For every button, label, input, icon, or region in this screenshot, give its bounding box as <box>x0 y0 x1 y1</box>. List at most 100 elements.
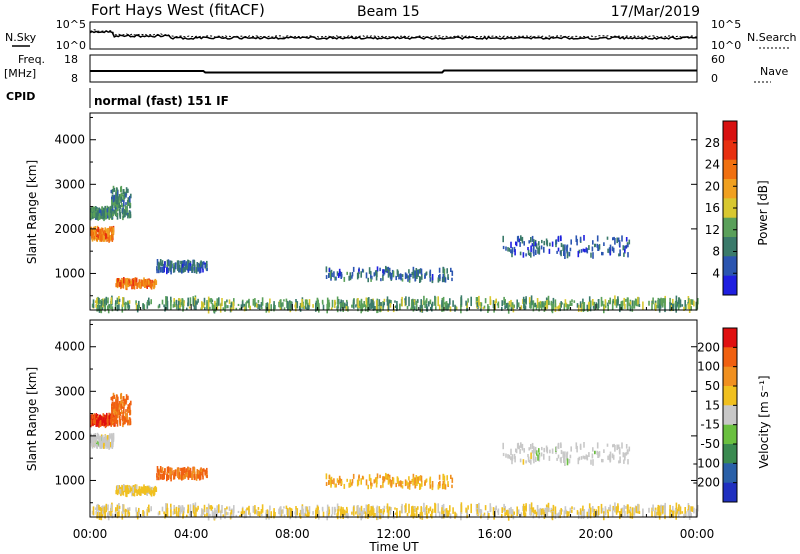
power-cell <box>136 282 139 287</box>
velocity-cell <box>101 514 104 517</box>
power-colorbar-label: Power [dB] <box>756 180 770 245</box>
power-cell <box>93 237 96 241</box>
velocity-cell <box>115 507 117 512</box>
power-cell <box>398 274 400 280</box>
velocity-cell <box>535 450 538 456</box>
power-cell <box>170 267 172 275</box>
power-cell <box>95 230 97 236</box>
power-cell <box>380 304 382 309</box>
power-cell <box>430 306 432 310</box>
power-cell <box>121 203 123 208</box>
nsearch-trace <box>89 29 698 38</box>
power-cell <box>642 301 644 311</box>
power-cell <box>348 275 350 281</box>
velocity-cell <box>604 512 607 515</box>
velocity-cell <box>425 505 428 511</box>
velocity-cell <box>627 459 629 465</box>
velocity-cell <box>594 450 596 455</box>
power-cell <box>102 298 104 309</box>
velocity-cell <box>405 503 407 513</box>
power-cell <box>146 281 148 286</box>
power-cell <box>417 269 419 276</box>
velocity-cell <box>355 511 357 515</box>
power-cell <box>497 301 500 309</box>
velocity-cell <box>116 398 118 406</box>
power-cell <box>609 297 611 304</box>
velocity-cell <box>642 508 644 518</box>
power-cell <box>670 302 673 305</box>
power-cell <box>117 299 119 302</box>
velocity-cell <box>93 438 96 442</box>
power-cell <box>659 298 661 308</box>
velocity-cell <box>441 509 443 519</box>
velocity-cell <box>518 445 520 450</box>
power-cell <box>385 265 387 273</box>
power-cell <box>443 268 446 276</box>
power-cell <box>179 267 181 273</box>
power-cell <box>604 299 607 309</box>
velocity-cell <box>446 475 448 481</box>
power-cell <box>368 303 371 311</box>
velocity-cell <box>399 510 401 517</box>
velocity-cell <box>139 489 141 496</box>
velocity-cell <box>113 394 116 399</box>
velocity-colorbar-swatch <box>723 424 737 445</box>
power-cell <box>522 296 525 304</box>
power-cell <box>204 306 206 310</box>
power-cell <box>374 306 376 310</box>
velocity-cell <box>97 420 99 427</box>
power-cell <box>90 212 93 218</box>
time-axis-tick-label: 00:00 <box>73 527 108 541</box>
velocity-cell <box>530 452 532 459</box>
velocity-cell <box>117 402 119 408</box>
velocity-cell <box>173 508 176 515</box>
power-cell <box>407 275 410 279</box>
velocity-cell <box>201 468 204 476</box>
velocity-cell <box>444 484 447 490</box>
velocity-cell <box>484 505 487 511</box>
power-cell <box>122 189 125 195</box>
velocity-cell <box>592 513 595 516</box>
power-cell <box>142 280 145 286</box>
power-cell <box>167 259 170 267</box>
velocity-cell <box>243 510 246 514</box>
velocity-cell <box>444 509 446 512</box>
power-cell <box>232 302 235 311</box>
velocity-cell <box>167 475 170 480</box>
velocity-cell <box>334 483 336 488</box>
power-cell <box>410 273 412 277</box>
velocity-cell <box>660 504 662 513</box>
velocity-cell <box>230 512 233 519</box>
power-cell <box>117 282 119 287</box>
velocity-cell <box>143 511 146 518</box>
velocity-cell <box>110 418 113 425</box>
power-cell <box>546 300 548 307</box>
velocity-cell <box>358 512 360 516</box>
velocity-cell <box>530 459 532 465</box>
power-cell <box>361 268 364 273</box>
velocity-cell <box>559 510 561 516</box>
power-cell <box>99 214 102 219</box>
velocity-cell <box>420 475 423 482</box>
power-cell <box>606 236 609 240</box>
velocity-cell <box>227 512 229 516</box>
velocity-cell <box>435 513 437 517</box>
velocity-cell <box>588 503 591 512</box>
velocity-cell <box>626 504 629 514</box>
power-cell <box>202 302 205 308</box>
velocity-cell <box>544 507 546 513</box>
velocity-cell <box>99 506 101 511</box>
power-cell <box>104 237 106 242</box>
velocity-cell <box>442 503 445 511</box>
power-cell <box>186 265 188 270</box>
velocity-cell <box>494 507 496 518</box>
velocity-cell <box>552 511 555 517</box>
power-cell <box>577 250 580 258</box>
power-cell <box>672 305 675 309</box>
power-cell <box>603 242 605 246</box>
power-cell <box>607 305 609 311</box>
power-cell <box>355 304 357 308</box>
velocity-cell <box>555 446 558 452</box>
power-cell <box>532 239 535 246</box>
velocity-cell <box>676 509 679 514</box>
